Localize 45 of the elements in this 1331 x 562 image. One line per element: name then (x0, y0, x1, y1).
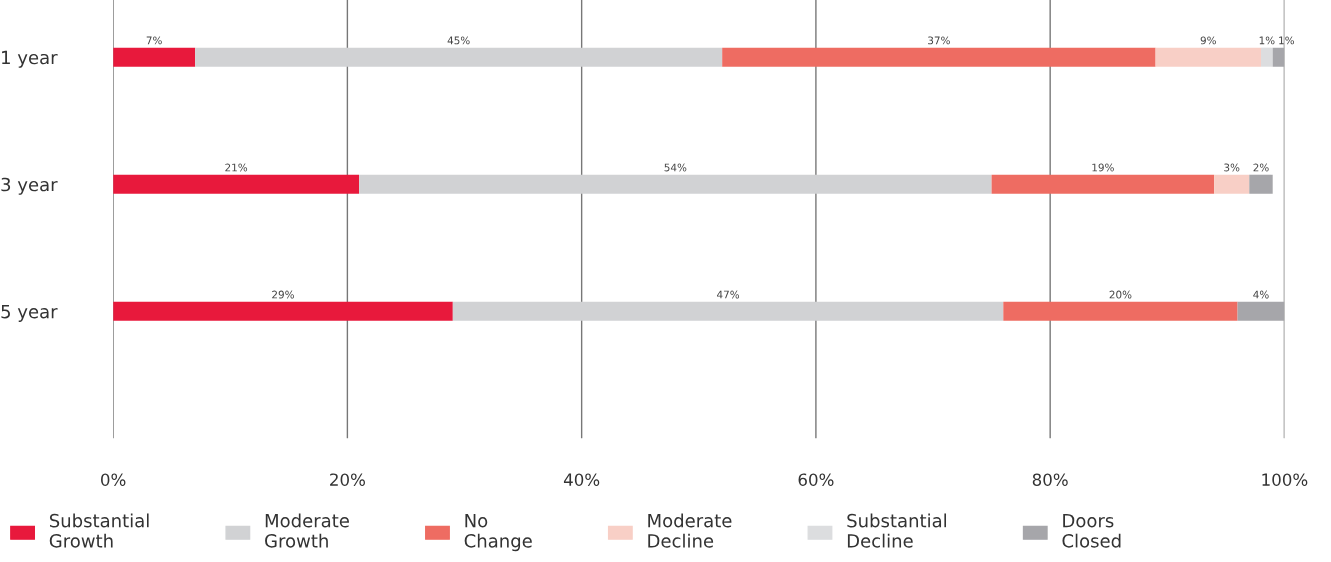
data-label: 1% (1279, 36, 1295, 45)
data-label: 2% (1253, 163, 1269, 172)
y-tick-label: 3 year (1, 177, 58, 195)
bar (1249, 174, 1273, 194)
legend-label: Substantial Decline (847, 513, 947, 548)
x-tick-label: 0% (101, 473, 126, 486)
legend-label: No Change (464, 514, 532, 552)
bar (113, 47, 196, 67)
bar (1237, 301, 1285, 321)
bar (113, 174, 360, 194)
bar (113, 301, 453, 321)
data-label: 7% (146, 36, 162, 45)
legend-label: Moderate Decline (648, 513, 732, 548)
y-tick-label: 5 year (1, 305, 58, 322)
data-label: 29% (272, 290, 294, 299)
legend-label: Moderate Growth (265, 513, 349, 548)
data-label: 37% (928, 36, 950, 45)
data-label: 21% (225, 163, 248, 172)
data-label: 9% (1200, 36, 1216, 45)
bar (452, 301, 1004, 321)
x-tick-label: 60% (798, 473, 834, 486)
bar (1214, 174, 1250, 194)
x-tick-label: 20% (330, 473, 365, 486)
bar (722, 47, 1156, 67)
bar (1272, 47, 1285, 67)
data-label: 3% (1224, 163, 1240, 172)
data-label: 45% (447, 36, 470, 45)
data-label: 4% (1253, 290, 1269, 299)
legend-label: Substantial Growth (49, 513, 149, 548)
y-tick-label: 1 year (2, 50, 58, 68)
x-tick-label: 100% (1262, 473, 1308, 486)
bar (195, 47, 723, 67)
legend-label: Doors Closed (1062, 514, 1121, 548)
bar (1003, 301, 1238, 321)
x-tick-label: 40% (563, 473, 600, 486)
bar (991, 174, 1215, 194)
data-label: 19% (1092, 163, 1114, 172)
data-label: 47% (716, 290, 740, 299)
bar (1260, 47, 1273, 67)
bar (359, 174, 992, 194)
data-label: 1% (1259, 36, 1275, 45)
bar (1155, 47, 1261, 67)
data-label: 54% (664, 163, 687, 172)
data-label: 20% (1109, 290, 1132, 299)
x-tick-label: 80% (1032, 473, 1068, 486)
